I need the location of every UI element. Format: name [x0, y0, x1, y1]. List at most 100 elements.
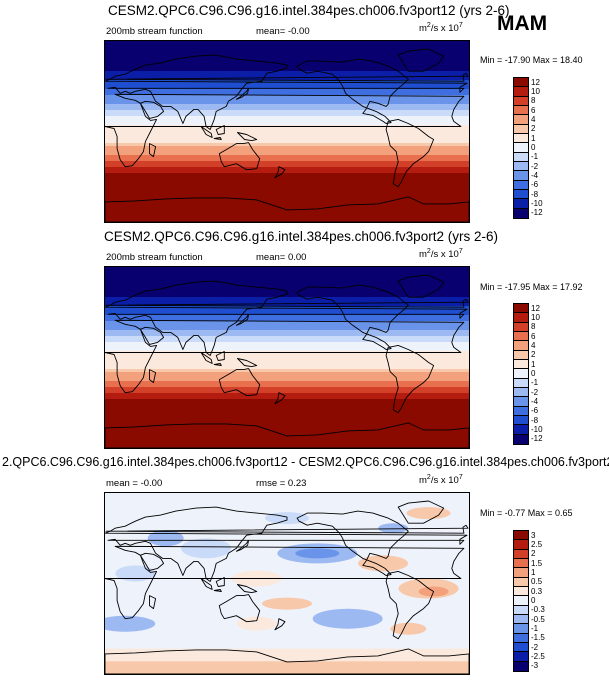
stream-band [105, 191, 469, 195]
stream-band [105, 342, 469, 346]
stream-band [105, 372, 469, 376]
stream-band [105, 101, 469, 105]
stream-band [105, 200, 469, 204]
panel1-colorbar-swatch [514, 143, 528, 153]
panel3-map [104, 492, 470, 675]
panel2-colorbar-tick-label: -2 [531, 387, 539, 397]
panel3-anomaly-blob [105, 615, 156, 632]
stream-band [105, 50, 469, 54]
panel3-coastline [213, 589, 222, 592]
panel1-map [104, 40, 470, 223]
stream-band [105, 405, 469, 409]
stream-band [105, 393, 469, 397]
stream-band [105, 360, 469, 364]
panel1-colorbar-swatch [514, 189, 528, 200]
stream-band [105, 276, 469, 280]
panel3-colorbar-tick-label: -2.5 [531, 652, 545, 661]
panel3-anomaly-blob [295, 548, 340, 559]
panel3-colorbar-tick-label: 2 [531, 549, 536, 559]
stream-band [105, 113, 469, 117]
panel2-colorbar-swatch [514, 341, 528, 351]
panel2-colorbar-swatch [514, 378, 528, 388]
panel1-coastline [235, 87, 250, 100]
panel3-coastline [237, 584, 258, 594]
panel3-coastline [218, 594, 261, 623]
panel1-coastline [397, 48, 445, 72]
panel1-field-label: 200mb stream function [106, 26, 203, 37]
panel2-coastline [385, 344, 435, 414]
panel3-colorbar-swatch [514, 586, 528, 597]
stream-band [105, 330, 469, 334]
stream-band [105, 300, 469, 304]
stream-band [105, 71, 469, 75]
panel3-colorbar-swatch [514, 596, 528, 606]
stream-band [105, 345, 469, 349]
stream-band [105, 167, 469, 171]
panel3-minmax: Min = -0.77 Max = 0.65 [480, 508, 573, 518]
panel1-colorbar-tick-label: -1 [531, 152, 539, 162]
stream-band [105, 188, 469, 192]
panel2-colorbar-swatch [514, 331, 528, 342]
panel2-colorbar-tick-label: -8 [531, 415, 539, 425]
stream-band [105, 83, 469, 87]
stream-band [105, 324, 469, 328]
stream-band [105, 327, 469, 331]
panel3-colorbar-swatch [514, 605, 528, 615]
stream-band [105, 432, 469, 436]
stream-band [105, 179, 469, 183]
stream-band [105, 155, 469, 159]
panel3-anomaly-blob [312, 608, 383, 629]
stream-band [105, 173, 469, 177]
stream-band [105, 146, 469, 150]
stream-band [105, 206, 469, 210]
stream-band [105, 47, 469, 51]
stream-band [105, 56, 469, 60]
stream-band [105, 203, 469, 207]
panel3-colorbar-swatch [514, 531, 528, 541]
panel2-map [104, 266, 470, 449]
panel1-coastline [105, 196, 469, 222]
stream-band [105, 267, 469, 271]
panel3-colorbar-swatch [514, 577, 528, 587]
stream-band [105, 44, 469, 48]
panel3-colorbar-swatch [514, 540, 528, 550]
panel1-minmax: Min = -17.90 Max = 18.40 [480, 55, 583, 65]
season-label: MAM [497, 12, 548, 35]
stream-band [105, 366, 469, 370]
stream-band [105, 95, 469, 99]
panel2-colorbar-swatch [514, 313, 528, 323]
panel3-coastline [397, 500, 445, 524]
stream-band [105, 270, 469, 274]
stream-band [105, 348, 469, 352]
panel1-colorbar-tick-label: -4 [531, 171, 539, 180]
panel1-colorbar-tick-label: -12 [531, 208, 543, 218]
panel1-units: m2/s x 107 [419, 22, 463, 34]
panel2-minmax: Min = -17.95 Max = 17.92 [480, 282, 583, 292]
panel1-colorbar-swatch [514, 199, 528, 209]
panel2-colorbar-swatch [514, 350, 528, 360]
panel3-anomaly-blob [236, 616, 277, 631]
panel1-colorbar-tick-label: 6 [531, 105, 536, 115]
stream-band [105, 59, 469, 63]
panel2-coastline [215, 351, 225, 361]
panel2-colorbar-swatch [514, 406, 528, 416]
panel1-colorbar-swatch [514, 96, 528, 106]
panel2-field-label: 200mb stream function [106, 252, 203, 263]
panel1-title: CESM2.QPC6.C96.C96.g16.intel.384pes.ch00… [108, 3, 510, 18]
panel3-colorbar [513, 530, 529, 672]
panel1-colorbar-swatch [514, 152, 528, 162]
panel3-coastline [235, 539, 250, 552]
panel2-colorbar-tick-label: 0 [531, 369, 536, 378]
panel3-svg [105, 493, 469, 674]
panel1-colorbar-swatch [514, 180, 528, 190]
stream-band [105, 297, 469, 301]
panel1-coastline [105, 54, 468, 130]
panel2-colorbar-tick-label: 1 [531, 359, 536, 369]
stream-band [105, 185, 469, 189]
stream-band [105, 116, 469, 120]
stream-band [105, 363, 469, 367]
panel3-colorbar-tick-label: 0 [531, 596, 536, 605]
panel3-coastline [105, 545, 465, 620]
panel1-coastline [139, 100, 165, 119]
panel1-svg [105, 41, 469, 222]
